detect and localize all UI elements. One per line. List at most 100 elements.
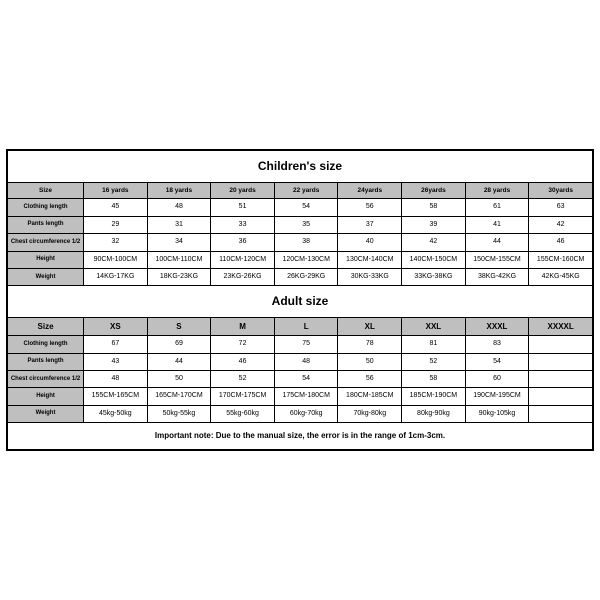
cell: 58 — [402, 371, 466, 388]
cell: 170CM-175CM — [211, 388, 275, 405]
cell: 54 — [465, 353, 529, 370]
adult-title: Adult size — [8, 286, 593, 317]
children-table: Children's size Size 16 yards 18 yards 2… — [7, 150, 593, 450]
cell: 81 — [402, 336, 466, 353]
cell: 60 — [465, 371, 529, 388]
adult-col-2: S — [147, 317, 211, 336]
cell: 60kg-70kg — [274, 405, 338, 422]
adult-col-8: XXXXL — [529, 317, 593, 336]
adult-col-7: XXXL — [465, 317, 529, 336]
cell: 42KG-45KG — [529, 268, 593, 285]
row-label: Chest circumference 1/2 — [8, 371, 84, 388]
cell — [529, 353, 593, 370]
cell: 90kg-105kg — [465, 405, 529, 422]
adult-col-1: XS — [84, 317, 148, 336]
row-label: Height — [8, 388, 84, 405]
cell: 165CM-170CM — [147, 388, 211, 405]
cell: 50kg-55kg — [147, 405, 211, 422]
size-chart: Children's size Size 16 yards 18 yards 2… — [6, 149, 594, 451]
cell: 31 — [147, 216, 211, 233]
cell: 180CM-185CM — [338, 388, 402, 405]
cell: 52 — [402, 353, 466, 370]
cell: 35 — [274, 216, 338, 233]
cell: 140CM-150CM — [402, 251, 466, 268]
cell: 83 — [465, 336, 529, 353]
cell: 63 — [529, 199, 593, 216]
cell: 69 — [147, 336, 211, 353]
row-label: Height — [8, 251, 84, 268]
cell: 75 — [274, 336, 338, 353]
children-col-1: 16 yards — [84, 182, 148, 199]
cell: 155CM-160CM — [529, 251, 593, 268]
cell: 48 — [84, 371, 148, 388]
children-col-7: 28 yards — [465, 182, 529, 199]
row-label: Clothing length — [8, 336, 84, 353]
cell: 56 — [338, 199, 402, 216]
cell: 78 — [338, 336, 402, 353]
cell: 55kg-60kg — [211, 405, 275, 422]
note-text: Important note: Due to the manual size, … — [8, 423, 593, 450]
cell: 175CM-180CM — [274, 388, 338, 405]
children-col-0: Size — [8, 182, 84, 199]
cell: 130CM-140CM — [338, 251, 402, 268]
cell: 26KG-29KG — [274, 268, 338, 285]
cell: 33 — [211, 216, 275, 233]
children-col-3: 20 yards — [211, 182, 275, 199]
cell: 50 — [147, 371, 211, 388]
row-label: Pants length — [8, 216, 84, 233]
cell: 190CM-195CM — [465, 388, 529, 405]
table-row: Chest circumference 1/2 32 34 36 38 40 4… — [8, 234, 593, 251]
children-col-8: 30yards — [529, 182, 593, 199]
cell: 90CM-100CM — [84, 251, 148, 268]
children-col-5: 24yards — [338, 182, 402, 199]
cell: 43 — [84, 353, 148, 370]
cell: 38KG-42KG — [465, 268, 529, 285]
cell: 45kg-50kg — [84, 405, 148, 422]
cell: 50 — [338, 353, 402, 370]
cell: 61 — [465, 199, 529, 216]
adult-col-4: L — [274, 317, 338, 336]
cell: 32 — [84, 234, 148, 251]
adult-col-6: XXL — [402, 317, 466, 336]
cell: 46 — [211, 353, 275, 370]
table-row: Chest circumference 1/2 48 50 52 54 56 5… — [8, 371, 593, 388]
cell: 42 — [402, 234, 466, 251]
cell: 30KG-33KG — [338, 268, 402, 285]
cell: 45 — [84, 199, 148, 216]
cell: 58 — [402, 199, 466, 216]
cell: 52 — [211, 371, 275, 388]
cell: 48 — [147, 199, 211, 216]
cell: 185CM-190CM — [402, 388, 466, 405]
cell: 14KG-17KG — [84, 268, 148, 285]
row-label: Clothing length — [8, 199, 84, 216]
cell: 18KG-23KG — [147, 268, 211, 285]
cell: 150CM-155CM — [465, 251, 529, 268]
cell: 42 — [529, 216, 593, 233]
cell: 39 — [402, 216, 466, 233]
cell: 41 — [465, 216, 529, 233]
table-row: Height 90CM-100CM 100CM-110CM 110CM-120C… — [8, 251, 593, 268]
table-row: Weight 14KG-17KG 18KG-23KG 23KG-26KG 26K… — [8, 268, 593, 285]
table-row: Pants length 43 44 46 48 50 52 54 — [8, 353, 593, 370]
cell: 36 — [211, 234, 275, 251]
adult-col-0: Size — [8, 317, 84, 336]
table-row: Pants length 29 31 33 35 37 39 41 42 — [8, 216, 593, 233]
children-title: Children's size — [8, 151, 593, 182]
cell: 155CM-165CM — [84, 388, 148, 405]
row-label: Chest circumference 1/2 — [8, 234, 84, 251]
row-label: Weight — [8, 405, 84, 422]
row-label: Weight — [8, 268, 84, 285]
children-title-row: Children's size — [8, 151, 593, 182]
adult-header-row: Size XS S M L XL XXL XXXL XXXXL — [8, 317, 593, 336]
cell: 48 — [274, 353, 338, 370]
table-row: Height 155CM-165CM 165CM-170CM 170CM-175… — [8, 388, 593, 405]
cell: 100CM-110CM — [147, 251, 211, 268]
children-col-2: 18 yards — [147, 182, 211, 199]
cell: 44 — [147, 353, 211, 370]
cell — [529, 388, 593, 405]
cell: 34 — [147, 234, 211, 251]
note-row: Important note: Due to the manual size, … — [8, 423, 593, 450]
cell: 29 — [84, 216, 148, 233]
cell: 56 — [338, 371, 402, 388]
cell: 54 — [274, 371, 338, 388]
